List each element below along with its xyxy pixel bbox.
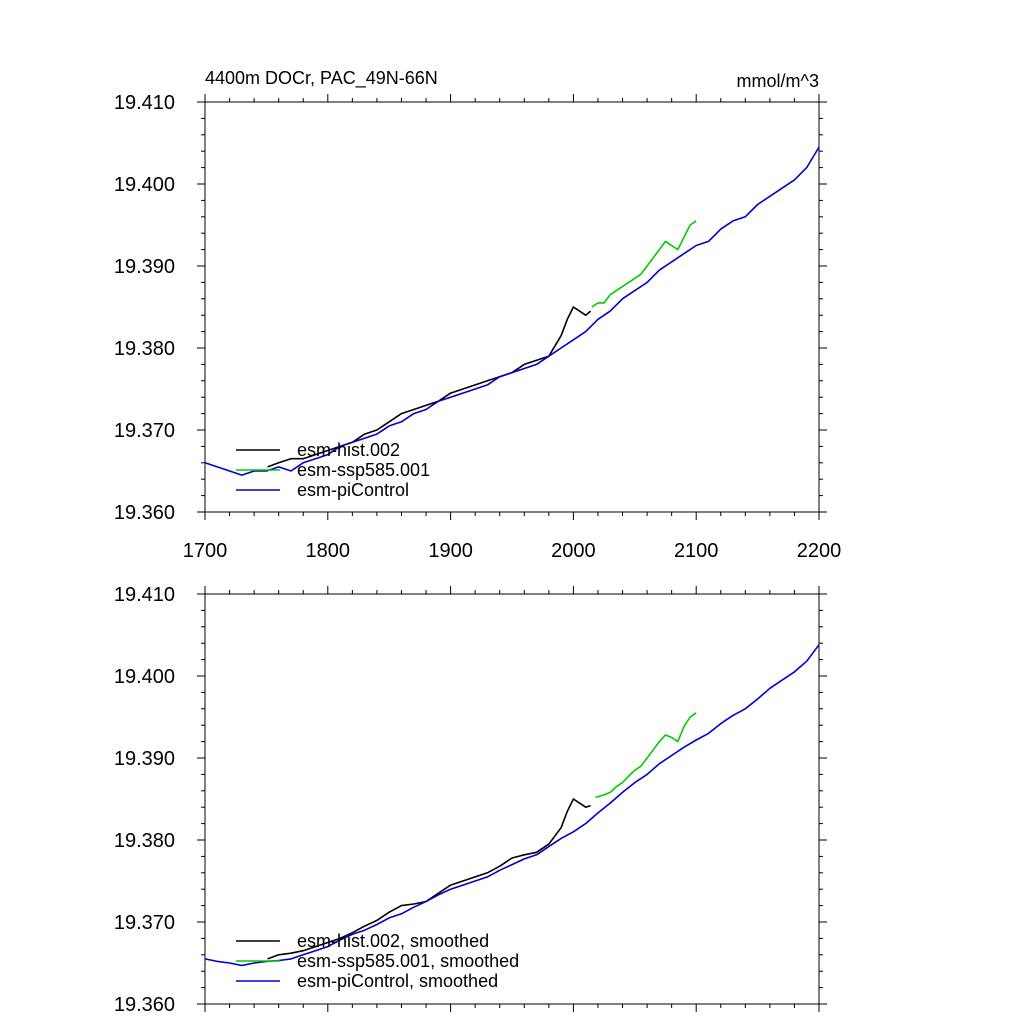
bottom-y-tick-label: 19.400: [114, 666, 175, 688]
top-series-esm-picontrol: [204, 146, 820, 476]
bottom-y-tick-label: 19.390: [114, 748, 175, 770]
bottom-panel: 19.360 19.370 19.380 19.390 19.400 19.410 esm…: [114, 584, 827, 1016]
bottom-series-esm-ssp585-001-smoothed: [595, 712, 697, 799]
top-legend-label: esm-hist.002: [297, 440, 400, 460]
bottom-plot-area: 19.360 19.370 19.380 19.390 19.400 19.410: [114, 584, 827, 1016]
top-panel: 4400m DOCr, PAC_49N-66N mmol/m^3 19.3601…: [114, 68, 841, 562]
top-y-tick-label: 19.360: [114, 502, 175, 524]
top-series-esm-ssp585-001: [591, 220, 697, 308]
bottom-y-tick-label: 19.410: [114, 584, 175, 606]
top-x-tick-label: 2000: [551, 540, 596, 562]
bottom-legend-label: esm-hist.002, smoothed: [297, 931, 489, 951]
top-x-tick-label: 2200: [797, 540, 842, 562]
top-y-tick-label: 19.410: [114, 92, 175, 114]
bottom-y-tick-label: 19.370: [114, 912, 175, 934]
top-y-tick-label: 19.390: [114, 256, 175, 278]
bottom-legend-label: esm-ssp585.001, smoothed: [297, 951, 519, 971]
top-x-tick-label: 1900: [428, 540, 473, 562]
top-x-tick-label: 2100: [674, 540, 719, 562]
top-series-esm-hist-002: [267, 306, 592, 468]
top-x-tick-label: 1700: [183, 540, 228, 562]
top-plot-area: 19.360 19.370 19.380 19.390 19.400 19.410 1700…: [114, 92, 841, 562]
bottom-series-esm-hist-002-smoothed: [267, 798, 591, 960]
bottom-plot-frame: [204, 593, 820, 1005]
top-plot-frame: [204, 101, 820, 513]
top-legend-label: esm-ssp585.001: [297, 460, 430, 480]
top-title-right: mmol/m^3: [737, 71, 819, 91]
top-y-tick-label: 19.370: [114, 420, 175, 442]
top-x-tick-label: 1800: [306, 540, 351, 562]
top-title-left: 4400m DOCr, PAC_49N-66N: [205, 68, 438, 89]
top-y-tick-label: 19.400: [114, 174, 175, 196]
bottom-y-tick-label: 19.380: [114, 830, 175, 852]
bottom-series-esm-picontrol-smoothed: [204, 644, 820, 967]
bottom-y-tick-label: 19.360: [114, 994, 175, 1016]
top-y-tick-label: 19.380: [114, 338, 175, 360]
top-legend-label: esm-piControl: [297, 480, 409, 500]
bottom-legend-label: esm-piControl, smoothed: [297, 971, 498, 991]
